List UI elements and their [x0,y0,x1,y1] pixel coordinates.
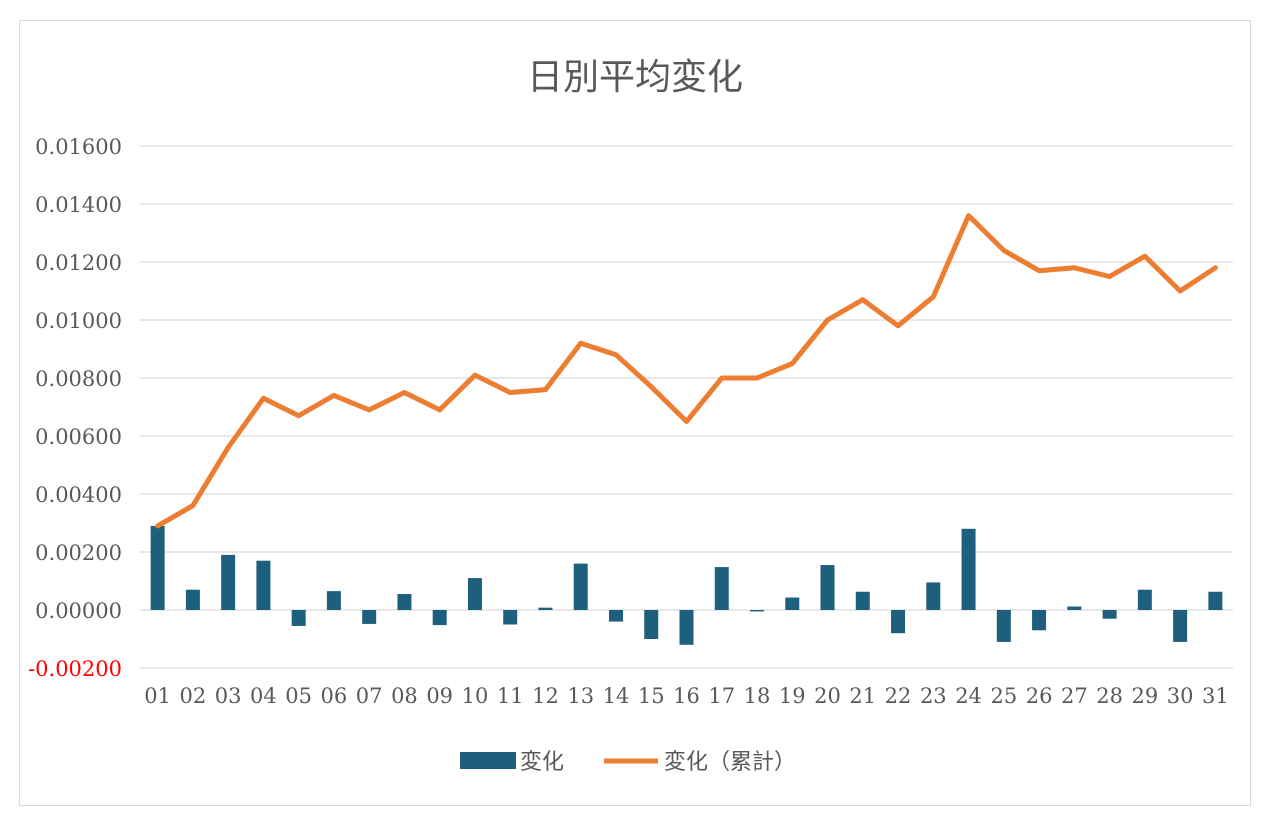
bar [750,610,765,612]
bar [326,591,341,610]
bar [362,610,377,624]
x-tick-label: 03 [215,684,242,708]
x-tick-label: 06 [321,684,348,708]
y-tick-label: 0.00400 [35,483,122,507]
x-tick-label: 16 [673,684,700,708]
x-tick-label: 28 [1096,684,1123,708]
bar [608,610,623,622]
bar [150,525,165,610]
x-tick-label: 08 [391,684,418,708]
x-tick-label: 26 [1026,684,1053,708]
legend-label-bar: 変化 [520,750,564,775]
bar [397,594,412,610]
bar [644,610,659,639]
x-tick-label: 02 [180,684,207,708]
bar [291,610,306,626]
bar [467,578,482,610]
legend-label-line: 変化（累計） [664,750,796,775]
bar [221,554,236,610]
x-tick-label: 30 [1167,684,1194,708]
bar [785,597,800,610]
bar [855,591,870,610]
bar [256,560,271,610]
bar [679,610,694,645]
y-tick-label: -0.00200 [28,657,122,681]
cumulative-line [155,213,1218,529]
x-tick-label: 18 [744,684,771,708]
x-tick-label: 27 [1061,684,1088,708]
bar [185,589,200,610]
y-tick-label: 0.00000 [35,599,122,623]
y-tick-label: 0.00800 [35,367,122,391]
bar [1067,606,1082,610]
bar [1208,591,1223,610]
bar [714,567,729,610]
x-tick-label: 07 [356,684,383,708]
bar [1173,610,1188,642]
y-tick-label: 0.00600 [35,425,122,449]
x-tick-label: 29 [1131,684,1158,708]
bar [926,582,941,610]
x-tick-label: 12 [532,684,559,708]
line-series [155,213,1218,529]
x-tick-label: 14 [603,684,630,708]
bar [996,610,1011,642]
bar [961,528,976,610]
bar [1032,610,1047,631]
y-tick-label: 0.01600 [35,135,122,159]
bar [820,565,835,610]
bar [503,610,518,625]
x-tick-label: 05 [285,684,312,708]
x-tick-label: 24 [955,684,982,708]
legend: 変化 変化（累計） [460,750,796,775]
y-tick-label: 0.01000 [35,309,122,333]
y-axis-ticks: -0.00200 0.00000 0.00200 0.00400 0.00600 0.00… [28,135,122,681]
bar [1137,589,1152,610]
x-tick-label: 21 [849,684,876,708]
legend-swatch-bar [460,752,516,769]
bar-series [150,525,1223,645]
y-tick-label: 0.01200 [35,251,122,275]
x-tick-label: 10 [462,684,489,708]
y-tick-label: 0.01400 [35,193,122,217]
x-tick-label: 09 [426,684,453,708]
x-tick-label: 04 [250,684,277,708]
y-tick-label: 0.00200 [35,541,122,565]
gridlines [140,145,1233,669]
chart-frame: 日別平均変化 -0.00200 0.00000 0.00200 0.00400 0.00… [19,20,1251,806]
x-tick-label: 31 [1202,684,1229,708]
x-tick-label: 22 [885,684,912,708]
x-tick-label: 19 [779,684,806,708]
x-tick-label: 11 [497,684,524,708]
bar [1102,610,1117,619]
x-tick-label: 01 [144,684,171,708]
chart-area: 日別平均変化 -0.00200 0.00000 0.00200 0.00400 0.00… [28,57,1233,775]
bar [432,610,447,626]
x-tick-label: 20 [814,684,841,708]
x-axis-ticks: 01 02 03 04 05 06 07 08 09 10 11 12 13 14 15 16 17 18 19 20… [144,684,1228,708]
bar [573,563,588,610]
x-tick-label: 15 [638,684,665,708]
x-tick-label: 13 [567,684,594,708]
bar [891,610,906,634]
x-tick-label: 17 [708,684,735,708]
x-tick-label: 25 [990,684,1017,708]
x-tick-label: 23 [920,684,947,708]
bar [538,607,553,610]
chart-title: 日別平均変化 [527,57,743,98]
